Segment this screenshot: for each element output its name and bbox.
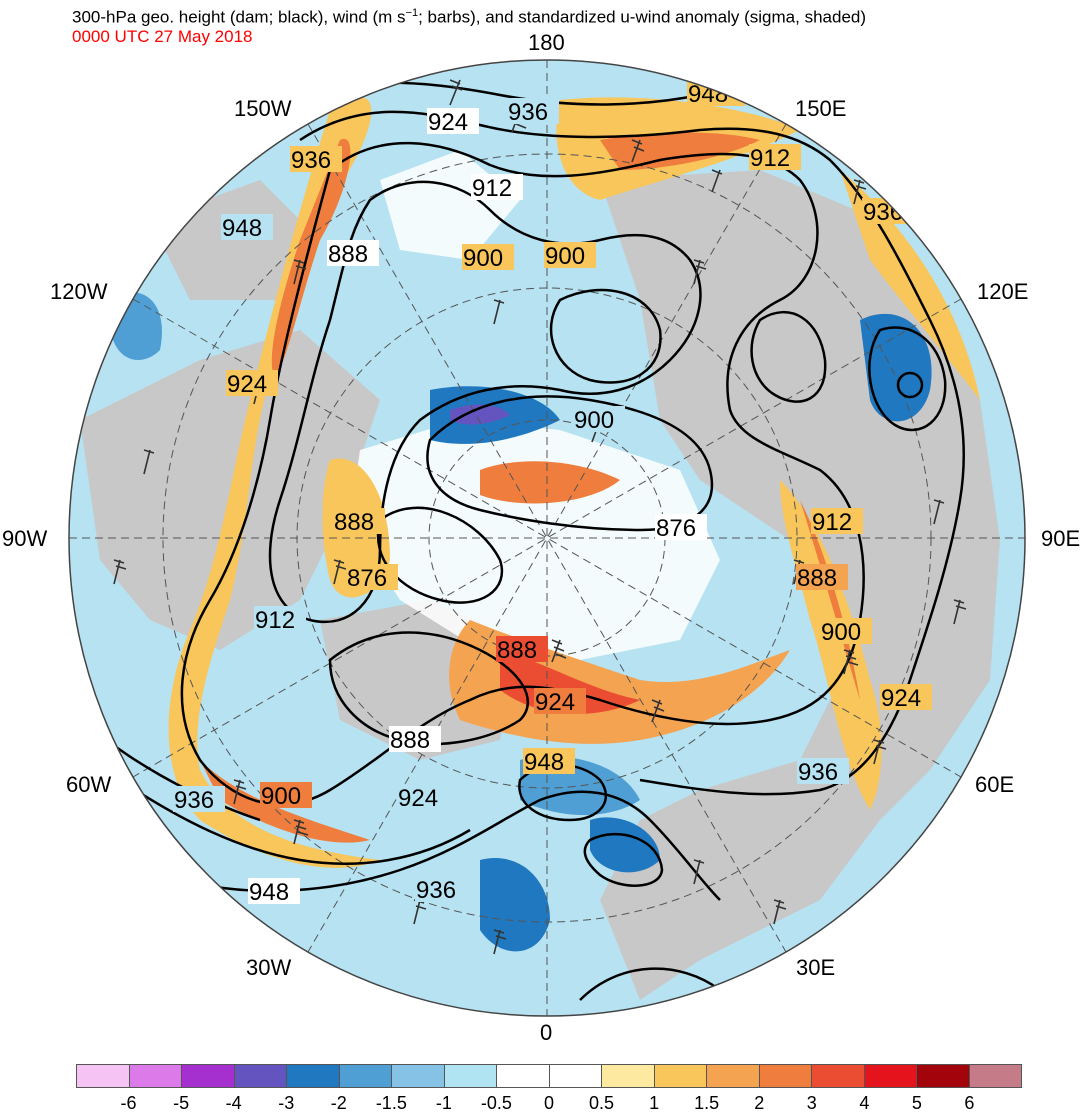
- contour-label: 936: [508, 99, 548, 126]
- colorbar-box: [969, 1065, 1021, 1087]
- units-exponent: −1: [405, 7, 419, 19]
- contour-label: 912: [472, 175, 512, 202]
- colorbar-box: [549, 1065, 602, 1087]
- contour-label: 924: [881, 685, 921, 712]
- colorbar-tick-label: 3: [806, 1093, 817, 1113]
- contour-label: 924: [535, 689, 575, 716]
- colorbar-tick-label: 1: [649, 1093, 660, 1113]
- colorbar-box: [339, 1065, 392, 1087]
- colorbar-box: [234, 1065, 287, 1087]
- lon-label-0: 0: [540, 1020, 553, 1045]
- colorbar-tick-label: 5: [911, 1093, 922, 1113]
- colorbar-tick-label: -6: [120, 1093, 137, 1113]
- contour-label: 876: [347, 565, 387, 592]
- colorbar-box: [129, 1065, 182, 1087]
- colorbar-tick-label: 2: [754, 1093, 765, 1113]
- contour-labels: 948 936 924 936 912 912 936 948 888 900 …: [173, 80, 932, 906]
- lon-label-150e: 150E: [795, 96, 847, 121]
- contour-label: 900: [574, 407, 614, 434]
- colorbar-tick-label: -2: [330, 1093, 347, 1113]
- contour-label: 900: [463, 245, 503, 272]
- colorbar-box: [497, 1065, 550, 1087]
- colorbar-box: [602, 1065, 655, 1087]
- colorbar-box: [864, 1065, 917, 1087]
- valid-time: 0000 UTC 27 May 2018: [72, 27, 253, 46]
- colorbar: [76, 1064, 1022, 1088]
- colorbar-box: [917, 1065, 970, 1087]
- contour-label: 948: [524, 749, 564, 776]
- contour-label: 888: [797, 565, 837, 592]
- colorbar-tick-label: -5: [173, 1093, 190, 1113]
- colorbar-tick-label: -0.5: [480, 1093, 512, 1113]
- contour-label: 924: [227, 371, 267, 398]
- colorbar-tick-label: 0.5: [589, 1093, 615, 1113]
- contour-label: 948: [688, 81, 728, 108]
- colorbar-box: [392, 1065, 445, 1087]
- contour-label: 912: [750, 145, 790, 172]
- contour-label: 936: [174, 787, 214, 814]
- contour-label: 912: [255, 607, 295, 634]
- colorbar-box: [182, 1065, 235, 1087]
- contour-label: 936: [416, 877, 456, 904]
- lon-label-30w: 30W: [246, 955, 292, 980]
- contour-label: 936: [798, 759, 838, 786]
- contour-label: 876: [656, 515, 696, 542]
- colorbar-tick-label: 4: [859, 1093, 870, 1113]
- colorbar-tick-label: -1: [435, 1093, 452, 1113]
- lon-label-120e: 120E: [977, 279, 1029, 304]
- map-disc: 948 936 924 936 912 912 936 948 888 900 …: [69, 60, 1025, 1016]
- lon-label-150w: 150W: [234, 96, 292, 121]
- contour-label: 948: [222, 215, 262, 242]
- colorbar-tick-label: 1.5: [694, 1093, 720, 1113]
- map-border: [68, 59, 1026, 1017]
- contour-label: 924: [428, 109, 468, 136]
- colorbar-tick-label: 6: [964, 1093, 975, 1113]
- contour-label: 900: [821, 619, 861, 646]
- lon-label-90e: 90E: [1041, 526, 1081, 551]
- colorbar-tick-label: -3: [278, 1093, 295, 1113]
- contour-label: 936: [291, 147, 331, 174]
- lon-label-120w: 120W: [50, 279, 108, 304]
- lon-label-180: 180: [528, 30, 565, 55]
- figure-title: 300-hPa geo. height (dam; black), wind (…: [72, 7, 867, 27]
- contour-label: 900: [261, 783, 301, 810]
- contour-label: 888: [497, 637, 537, 664]
- colorbar-box: [444, 1065, 497, 1087]
- colorbar-box: [77, 1065, 130, 1087]
- contour-label: 948: [249, 879, 289, 906]
- contour-label: 924: [398, 785, 438, 812]
- lon-label-60w: 60W: [66, 772, 112, 797]
- lon-label-90w: 90W: [2, 526, 48, 551]
- contour-label: 900: [545, 243, 585, 270]
- colorbar-box: [759, 1065, 812, 1087]
- colorbar-box: [812, 1065, 865, 1087]
- colorbar-box: [707, 1065, 760, 1087]
- colorbar-tick-label: -1.5: [375, 1093, 407, 1113]
- contour-label: 888: [334, 509, 374, 536]
- contour-label: 888: [390, 727, 430, 754]
- colorbar-tick-label: 0: [543, 1093, 555, 1113]
- colorbar-box: [287, 1065, 340, 1087]
- contour-label: 888: [328, 241, 368, 268]
- colorbar-box: [654, 1065, 707, 1087]
- colorbar-tick-label: -4: [225, 1093, 242, 1113]
- lon-label-30e: 30E: [796, 955, 836, 980]
- contour-label: 912: [812, 509, 852, 536]
- lon-label-60e: 60E: [975, 772, 1015, 797]
